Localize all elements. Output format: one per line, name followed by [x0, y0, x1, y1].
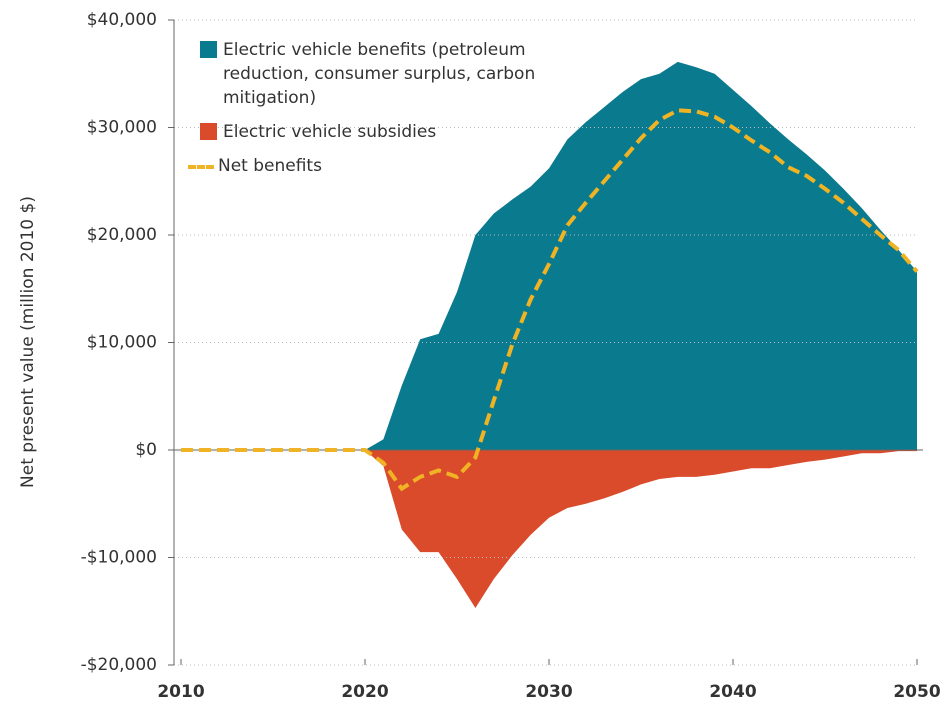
area: [181, 450, 917, 609]
legend-swatch: [200, 41, 217, 58]
x-tick-label: 2050: [893, 682, 940, 702]
x-tick-label: 2030: [525, 682, 572, 702]
legend-item: Net benefits: [188, 154, 590, 178]
legend-item: Electric vehicle benefits (petroleum red…: [200, 38, 590, 110]
areas: [181, 61, 917, 609]
y-tick-label: $30,000: [87, 118, 157, 138]
x-tick-label: 2020: [341, 682, 388, 702]
area: [181, 61, 917, 451]
y-tick-label: $20,000: [87, 225, 157, 245]
line: [181, 108, 919, 492]
y-tick-label: -$20,000: [81, 655, 157, 675]
legend: Electric vehicle benefits (petroleum red…: [188, 38, 590, 188]
x-tick-label: 2010: [157, 682, 204, 702]
x-tick-label: 2040: [709, 682, 756, 702]
y-tick-label: $40,000: [87, 10, 157, 30]
y-tick-label: $0: [135, 440, 157, 460]
legend-label: Electric vehicle benefits (petroleum red…: [223, 40, 536, 108]
legend-label: Net benefits: [218, 156, 322, 176]
y-tick-label: $10,000: [87, 333, 157, 353]
legend-label: Electric vehicle subsidies: [223, 122, 437, 142]
y-tick-label: -$10,000: [81, 548, 157, 568]
legend-item: Electric vehicle subsidies: [200, 120, 590, 144]
legend-swatch: [188, 165, 214, 169]
legend-swatch: [200, 123, 217, 140]
y-axis-label: Net present value (million 2010 $): [18, 196, 38, 488]
